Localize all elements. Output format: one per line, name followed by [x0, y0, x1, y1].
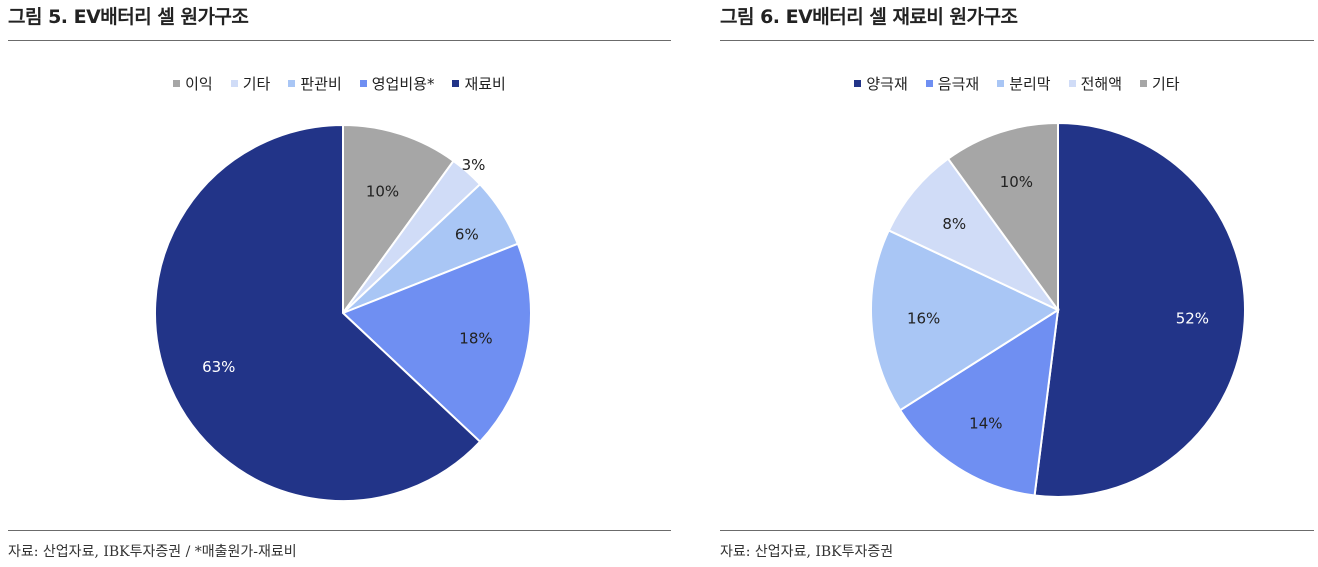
pie-slice-label: 63% — [202, 358, 235, 376]
legend-swatch — [997, 80, 1005, 87]
legend-label: 전해액 — [1080, 75, 1122, 93]
title-divider — [720, 40, 1314, 41]
legend-item: 영업비용* — [359, 73, 435, 94]
legend-item: 양극재 — [854, 73, 908, 94]
legend-label: 기타 — [242, 75, 271, 93]
legend-label: 판관비 — [300, 75, 342, 93]
pie-slice — [898, 308, 1060, 497]
legend-label: 재료비 — [464, 75, 506, 93]
pie-slice — [887, 157, 1059, 311]
legend-item: 기타 — [230, 73, 271, 94]
pie-slice-label: 16% — [907, 309, 940, 327]
legend-item: 판관비 — [288, 73, 342, 94]
legend-item: 기타 — [1140, 73, 1180, 94]
legend-label: 분리막 — [1009, 75, 1051, 93]
pie-chart: 52% 14% 16% 8% 10% — [870, 121, 1247, 498]
legend: 이익 기타 판관비 영업비용* 재료비 — [8, 73, 671, 94]
legend: 양극재 음극재 분리막 전해액 기타 — [720, 73, 1314, 94]
pie-slice-label: 52% — [1176, 309, 1209, 327]
legend-label: 양극재 — [866, 75, 908, 93]
pie-slice-label: 8% — [942, 215, 966, 233]
legend-label: 기타 — [1152, 75, 1180, 93]
legend-swatch — [925, 80, 933, 87]
legend-label: 음극재 — [937, 75, 980, 93]
pie-slice — [870, 229, 1061, 412]
legend-swatch — [1068, 80, 1076, 87]
chart-panel-material-cost: 그림 6. EV배터리 셀 재료비 원가구조 양극재 음극재 분리막 전해액 기… — [720, 0, 1314, 567]
pie-slice — [341, 242, 532, 444]
pie-slice — [946, 121, 1059, 314]
legend-item: 음극재 — [925, 73, 980, 94]
pie-slice-label: 14% — [969, 415, 1002, 433]
chart-panel-cost-structure: 그림 5. EV배터리 셀 원가구조 이익 기타 판관비 영업비용* 재료비 1… — [8, 0, 671, 567]
legend-item: 재료비 — [452, 73, 506, 94]
chart-title: 그림 5. EV배터리 셀 원가구조 — [8, 6, 249, 28]
legend-item: 이익 — [173, 73, 213, 94]
legend-item: 분리막 — [997, 73, 1051, 94]
source-note: 자료: 산업자료, IBK투자증권 / *매출원가-재료비 — [8, 544, 297, 560]
source-divider — [720, 530, 1314, 531]
legend-label: 이익 — [185, 75, 213, 93]
pie-slice-label: 3% — [462, 156, 486, 174]
legend-item: 전해액 — [1068, 73, 1122, 94]
pie-chart: 10% 3% 6% 18% 63% — [154, 123, 532, 502]
pie-slice — [154, 123, 482, 502]
pie-slice — [342, 123, 455, 317]
pie-slice-label: 10% — [1000, 173, 1033, 191]
pie-slice-label: 18% — [459, 329, 492, 347]
legend-swatch — [854, 80, 862, 87]
title-divider — [8, 40, 671, 41]
pie-slice-label: 10% — [366, 182, 399, 200]
pie-slice — [1033, 121, 1247, 498]
legend-swatch — [1140, 80, 1147, 87]
legend-label: 영업비용* — [371, 75, 435, 93]
legend-swatch — [359, 80, 367, 87]
source-note: 자료: 산업자료, IBK투자증권 — [720, 544, 894, 560]
pie-slice-label: 6% — [455, 225, 479, 243]
source-divider — [8, 530, 671, 531]
legend-swatch — [173, 80, 181, 87]
legend-swatch — [452, 80, 460, 87]
chart-title: 그림 6. EV배터리 셀 재료비 원가구조 — [720, 6, 1018, 28]
legend-swatch — [230, 80, 238, 87]
legend-swatch — [288, 80, 296, 87]
